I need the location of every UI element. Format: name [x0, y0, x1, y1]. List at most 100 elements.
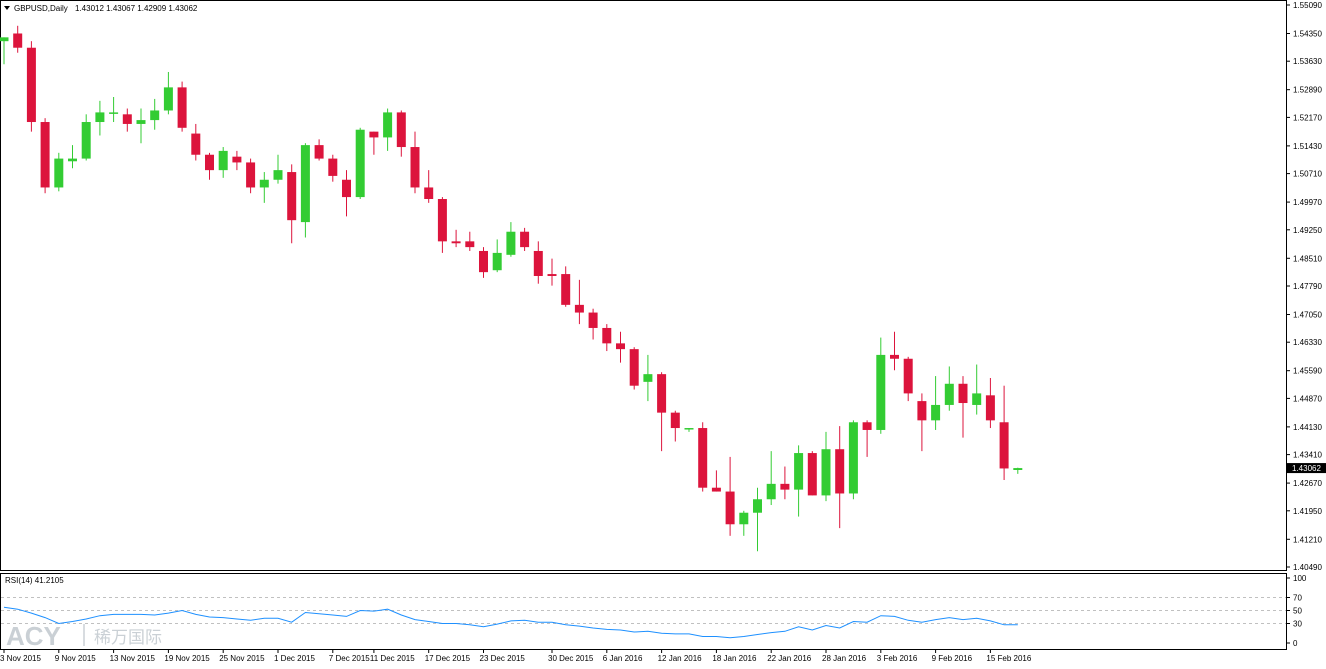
date-axis: 3 Nov 2015 9 Nov 2015 13 Nov 2015 19 Nov 20…	[0, 650, 1032, 663]
candle	[739, 510, 749, 536]
rsi-layer: 100 70 50 30 0	[1, 574, 1307, 648]
bull-candle-body	[273, 170, 283, 180]
acy-watermark-logo: ACY 稀万国际	[6, 621, 162, 651]
candle	[629, 347, 639, 390]
candle	[588, 308, 598, 340]
bear-candle-body	[177, 87, 187, 128]
bull-candle-body	[68, 158, 77, 162]
bear-candle-body	[479, 250, 488, 273]
date-tick-label: 28 Jan 2016	[822, 654, 867, 663]
dropdown-triangle-icon[interactable]	[4, 6, 10, 10]
bear-candle-body	[780, 483, 790, 490]
bear-candle-body	[890, 354, 899, 359]
chart-header: GBPUSD,Daily 1.43012 1.43067 1.42909 1.4…	[4, 4, 198, 13]
bear-candle-body	[862, 422, 872, 430]
candle	[890, 331, 899, 371]
candle	[300, 143, 310, 238]
date-tick-label: 22 Jan 2016	[767, 654, 812, 663]
candle	[218, 147, 228, 178]
rsi-line	[3, 606, 1018, 639]
candle	[273, 154, 283, 184]
price-tick-label: 1.51430	[1293, 142, 1322, 151]
bear-candle-body	[711, 487, 721, 492]
price-axis: 1.55090 1.54350 1.53630 1.52890 1.52170 1.514…	[1286, 1, 1322, 572]
date-tick-label: 15 Feb 2016	[986, 654, 1031, 663]
bear-candle-body	[232, 156, 242, 163]
candle	[122, 108, 132, 132]
date-tick-label: 30 Dec 2015	[548, 654, 594, 663]
bear-candle-body	[725, 491, 735, 525]
price-tick-label: 1.48510	[1293, 254, 1322, 263]
date-tick-label: 3 Nov 2015	[0, 654, 41, 663]
candle	[917, 393, 927, 452]
watermark-brand: ACY	[6, 621, 61, 651]
candle	[109, 96, 119, 123]
rsi-panel[interactable]	[0, 573, 1287, 650]
candle	[163, 71, 173, 115]
bear-candle-body	[40, 122, 50, 188]
bull-candle-body	[81, 122, 91, 159]
price-tick-label: 1.49250	[1293, 226, 1322, 235]
price-tick-label: 1.42670	[1293, 479, 1322, 488]
candle	[657, 372, 667, 452]
candle	[13, 25, 23, 53]
candle	[0, 37, 9, 65]
bear-candle-body	[999, 422, 1009, 469]
date-tick-label: 12 Jan 2016	[658, 654, 703, 663]
price-tick-label: 1.52170	[1293, 113, 1322, 122]
candle	[342, 170, 351, 217]
date-tick-label: 25 Nov 2015	[219, 654, 265, 663]
date-tick-label: 9 Nov 2015	[55, 654, 96, 663]
bear-candle-body	[533, 250, 543, 276]
candles-layer	[0, 25, 1023, 552]
candle	[369, 131, 379, 155]
symbol-label: GBPUSD,Daily	[14, 4, 68, 13]
candle	[26, 41, 36, 132]
bear-candle-body	[342, 179, 351, 198]
candle	[533, 241, 543, 284]
bear-candle-body	[465, 241, 475, 248]
bear-candle-body	[13, 33, 23, 48]
bull-candle-body	[821, 449, 831, 496]
bull-candle-body	[739, 512, 749, 525]
bull-candle-body	[136, 120, 146, 124]
bull-candle-body	[95, 112, 105, 123]
candle	[396, 110, 406, 157]
candle	[205, 152, 214, 180]
candle	[177, 81, 187, 132]
price-tick-label: 1.50710	[1293, 170, 1322, 179]
candle	[150, 98, 160, 130]
date-tick-label: 7 Dec 2015	[329, 654, 370, 663]
candle	[711, 470, 721, 492]
bear-candle-body	[629, 349, 639, 386]
price-tick-label: 1.53630	[1293, 57, 1322, 66]
date-tick-label: 9 Feb 2016	[932, 654, 973, 663]
bull-candle-body	[848, 422, 858, 494]
candle	[958, 376, 968, 438]
price-panel[interactable]	[0, 0, 1287, 571]
candle	[136, 108, 146, 144]
candle	[68, 145, 77, 169]
candle	[451, 229, 461, 248]
candle	[81, 114, 91, 161]
bear-candle-body	[903, 358, 913, 394]
bear-candle-body	[520, 231, 530, 248]
candle	[848, 420, 858, 500]
bear-candle-body	[835, 449, 845, 494]
bull-candle-body	[944, 383, 954, 405]
candle	[383, 108, 393, 151]
candle	[794, 445, 804, 517]
candle	[479, 247, 488, 278]
bull-candle-body	[300, 145, 310, 223]
bull-candle-body	[109, 112, 119, 114]
price-tick-label: 1.45590	[1293, 367, 1322, 376]
bear-candle-body	[958, 383, 968, 404]
bull-candle-body	[684, 428, 694, 430]
price-tick-label: 1.43410	[1293, 451, 1322, 460]
bull-candle-body	[1013, 468, 1023, 470]
rsi-label: RSI(14) 41.2105	[5, 576, 64, 585]
candle	[410, 131, 420, 194]
candle	[287, 164, 297, 244]
bull-candle-body	[0, 37, 9, 42]
